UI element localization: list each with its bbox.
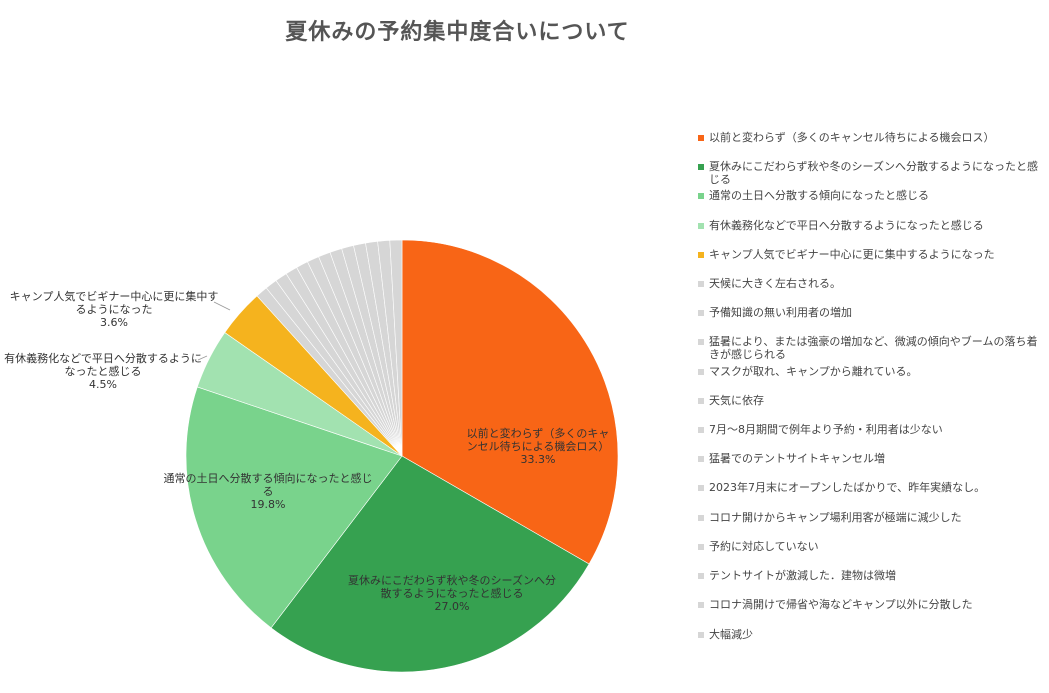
pie-slice-1	[401, 239, 619, 565]
legend-swatch	[698, 456, 704, 462]
legend-item: コロナ渦開けで帰省や海などキャンプ以外に分散した	[698, 598, 1048, 611]
slice-label-2-line-1: 夏休みにこだわらず秋や冬のシーズンへ分	[348, 573, 556, 587]
legend-swatch	[698, 573, 704, 579]
legend-item: マスクが取れ、キャンプから離れている。	[698, 365, 1048, 378]
pie-chart: 以前と変わらず（多くのキャンセル待ちによる機会ロス）33.3% 夏休みにこだわらず…	[4, 239, 619, 673]
legend-label: キャンプ人気でビギナー中心に更に集中するようになった	[709, 248, 995, 261]
legend-label: 7月〜8月期間で例年より予約・利用者は少ない	[709, 423, 943, 436]
legend-item: 天候に大きく左右される。	[698, 277, 1048, 290]
legend-swatch	[698, 135, 704, 141]
legend-swatch	[698, 252, 704, 258]
legend-swatch	[698, 310, 704, 316]
leader-lines	[197, 301, 231, 361]
legend-item: キャンプ人気でビギナー中心に更に集中するようになった	[698, 248, 1048, 261]
slice-label-2-line-2: 散するようになったと感じる	[381, 586, 524, 600]
legend-item: コロナ開けからキャンプ場利用客が極端に減少した	[698, 511, 1048, 524]
chart-title: 夏休みの予約集中度合いについて	[285, 20, 630, 45]
pie-slice-18	[389, 239, 403, 457]
legend-swatch	[698, 427, 704, 433]
legend-item: 猛暑により、または強豪の増加など、微減の傾向やブームの落ち着きが感じられる	[698, 335, 1048, 361]
slice-label-1-line-1: 以前と変わらず（多くのキャ	[467, 426, 610, 440]
pie-slice-3	[185, 386, 403, 629]
legend-item: 天気に依存	[698, 394, 1048, 407]
legend-label: 天候に大きく左右される。	[709, 277, 841, 290]
legend-swatch	[698, 485, 704, 491]
legend-swatch	[698, 515, 704, 521]
slice-label-4-line-2: なったと感じる	[65, 365, 142, 378]
leader-line-5	[213, 301, 231, 311]
legend-label: コロナ渦開けで帰省や海などキャンプ以外に分散した	[709, 598, 973, 611]
leader-line-4	[197, 355, 208, 361]
legend-label: 夏休みにこだわらず秋や冬のシーズンへ分散するようになったと感じる	[709, 160, 1039, 186]
legend-label: 予備知識の無い利用者の増加	[709, 306, 852, 319]
legend-item: 夏休みにこだわらず秋や冬のシーズンへ分散するようになったと感じる	[698, 160, 1048, 186]
legend-item: 有休義務化などで平日へ分散するようになったと感じる	[698, 219, 1048, 232]
legend-label: 通常の土日へ分散する傾向になったと感じる	[709, 189, 929, 202]
slice-percent-5: 3.6%	[100, 316, 128, 329]
legend-item: 通常の土日へ分散する傾向になったと感じる	[698, 189, 1048, 202]
slice-label-1-line-2: ンセル待ちによる機会ロス）	[467, 439, 610, 453]
pie-slices	[185, 239, 619, 673]
legend-swatch	[698, 164, 704, 170]
legend-label: 猛暑でのテントサイトキャンセル増	[709, 452, 885, 465]
legend-label: 予約に対応していない	[709, 540, 819, 553]
legend-label: 大幅減少	[709, 628, 753, 641]
legend-swatch	[698, 223, 704, 229]
legend-swatch	[698, 398, 704, 404]
legend-swatch	[698, 369, 704, 375]
legend-item: 猛暑でのテントサイトキャンセル増	[698, 452, 1048, 465]
legend-item: 7月〜8月期間で例年より予約・利用者は少ない	[698, 423, 1048, 436]
legend-swatch	[698, 632, 704, 638]
slice-percent-2: 27.0%	[435, 600, 470, 613]
legend-item: 予約に対応していない	[698, 540, 1048, 553]
slice-label-5-line-2: るようになった	[76, 303, 153, 316]
pie-slice-2	[270, 455, 590, 673]
slice-label-3-line-1: 通常の土日へ分散する傾向になったと感じ	[164, 471, 373, 485]
legend-label: 天気に依存	[709, 394, 764, 407]
slice-percent-1: 33.3%	[521, 453, 556, 466]
legend-label: 以前と変わらず（多くのキャンセル待ちによる機会ロス）	[709, 131, 995, 144]
legend-label: コロナ開けからキャンプ場利用客が極端に減少した	[709, 511, 962, 524]
legend-item: 予備知識の無い利用者の増加	[698, 306, 1048, 319]
legend-label: 猛暑により、または強豪の増加など、微減の傾向やブームの落ち着きが感じられる	[709, 335, 1038, 361]
legend-label: 有休義務化などで平日へ分散するようになったと感じる	[709, 219, 984, 232]
slice-label-4-line-1: 有休義務化などで平日へ分散するように	[4, 351, 202, 365]
legend-label: マスクが取れ、キャンプから離れている。	[709, 365, 918, 378]
legend-item: 以前と変わらず（多くのキャンセル待ちによる機会ロス）	[698, 131, 1048, 144]
legend-item: 2023年7月末にオープンしたばかりで、昨年実績なし。	[698, 481, 1048, 494]
legend-swatch	[698, 339, 704, 345]
legend-swatch	[698, 281, 704, 287]
legend-item: 大幅減少	[698, 628, 1048, 641]
slice-label-5-line-1: キャンプ人気でビギナー中心に更に集中す	[10, 289, 219, 303]
legend-swatch	[698, 193, 704, 199]
legend-item: テントサイトが激減した．建物は微増	[698, 569, 1048, 582]
legend-label: テントサイトが激減した．建物は微増	[709, 569, 896, 582]
slice-labels: 以前と変わらず（多くのキャンセル待ちによる機会ロス）33.3% 夏休みにこだわらず…	[4, 289, 609, 613]
legend-swatch	[698, 544, 704, 550]
slice-percent-3: 19.8%	[251, 498, 286, 511]
legend-swatch	[698, 602, 704, 608]
slice-label-3-line-2: る	[263, 485, 274, 498]
slice-percent-4: 4.5%	[89, 378, 117, 391]
legend-label: 2023年7月末にオープンしたばかりで、昨年実績なし。	[709, 481, 986, 494]
